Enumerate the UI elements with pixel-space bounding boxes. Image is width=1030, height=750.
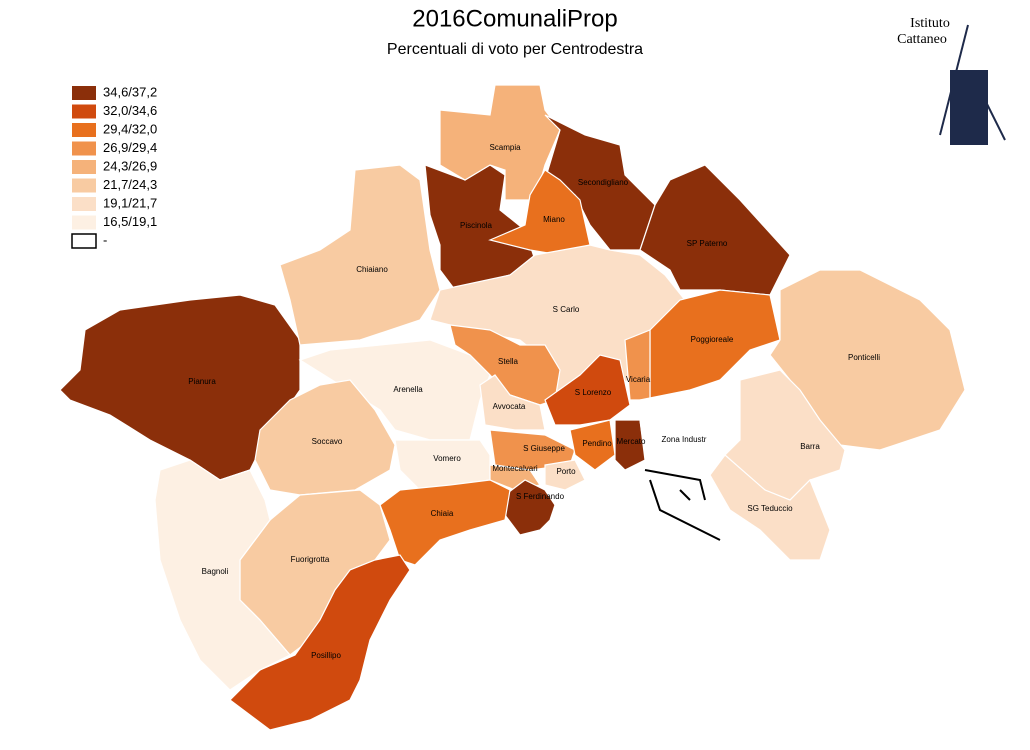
legend-label: 29,4/32,0 — [103, 121, 157, 136]
region — [639, 164, 791, 296]
region-label: Bagnoli — [202, 567, 229, 576]
legend-label: 21,7/24,3 — [103, 177, 157, 192]
legend-label: 32,0/34,6 — [103, 103, 157, 118]
legend-swatch — [72, 215, 96, 230]
region — [569, 419, 616, 471]
region-label: Secondigliano — [578, 178, 629, 187]
region-label: SP Paterno — [687, 239, 728, 248]
legend-label: 24,3/26,9 — [103, 158, 157, 173]
region — [279, 164, 441, 346]
region-label: Soccavo — [312, 437, 343, 446]
region — [624, 329, 651, 401]
legend-swatch — [71, 233, 97, 249]
legend-label: 19,1/21,7 — [103, 195, 157, 210]
legend-label: 26,9/29,4 — [103, 140, 157, 155]
regions: Pianura Chiaiano Piscinola Scampia Secondigl… — [59, 84, 966, 731]
logo-text: Istituto — [910, 16, 950, 31]
region — [769, 269, 966, 451]
region-label: Stella — [498, 357, 519, 366]
legend-swatch — [72, 104, 96, 119]
region — [479, 374, 546, 431]
legend-swatch — [72, 141, 96, 156]
region-label: S Carlo — [553, 305, 580, 314]
region-label: SG Teduccio — [747, 504, 793, 513]
region-label: S Giuseppe — [523, 444, 565, 453]
region — [488, 169, 591, 256]
region-label: Zona Industr — [662, 435, 707, 444]
legend-swatch — [72, 178, 96, 193]
region-label: Posillipo — [311, 651, 341, 660]
region-label: Montecalvari — [492, 464, 538, 473]
legend-swatch — [72, 86, 96, 100]
region — [614, 419, 646, 471]
region — [379, 479, 511, 566]
map-title: 2016ComunaliProp — [412, 5, 617, 32]
logo: Istituto Cattaneo — [897, 16, 1006, 145]
region-label: S Ferdinando — [516, 492, 565, 501]
legend-label: 34,6/37,2 — [103, 84, 157, 99]
region — [544, 459, 586, 491]
region — [544, 354, 631, 426]
legend-swatch — [72, 123, 96, 137]
region — [154, 459, 291, 691]
logo-text: Cattaneo — [897, 32, 947, 47]
region-label: Fuorigrotta — [291, 555, 330, 564]
region-label: Ponticelli — [848, 353, 880, 362]
region-label: Pianura — [188, 377, 216, 386]
region-label: Vicaria — [626, 375, 651, 384]
region — [709, 454, 831, 561]
legend-label: 16,5/19,1 — [103, 214, 157, 229]
region-label: Porto — [556, 467, 576, 476]
region-label: Miano — [543, 215, 565, 224]
region-label: Poggioreale — [691, 335, 734, 344]
region-label: Scampia — [489, 143, 521, 152]
region-label: Mercato — [617, 437, 646, 446]
region-label: S Lorenzo — [575, 388, 612, 397]
region — [229, 554, 411, 731]
legend-swatch — [72, 197, 96, 211]
legend: 34,6/37,2 32,0/34,6 29,4/32,0 26,9/29,4 24,3… — [71, 84, 157, 249]
map-subtitle: Percentuali di voto per Centrodestra — [387, 41, 643, 58]
legend-swatch — [72, 160, 96, 174]
region-label: Pendino — [582, 439, 612, 448]
region-label: Chiaiano — [356, 265, 388, 274]
region-label: Barra — [800, 442, 820, 451]
region — [254, 379, 396, 496]
region-label: Chiaia — [431, 509, 454, 518]
region-label: Vomero — [433, 454, 461, 463]
logo-mill — [950, 70, 988, 145]
region-label: Arenella — [393, 385, 423, 394]
logo-mill-blade — [984, 99, 1006, 141]
region-label: Piscinola — [460, 221, 493, 230]
legend-label: - — [103, 232, 107, 247]
region-label: Avvocata — [493, 402, 526, 411]
port-pier — [644, 469, 721, 541]
region — [504, 479, 556, 536]
